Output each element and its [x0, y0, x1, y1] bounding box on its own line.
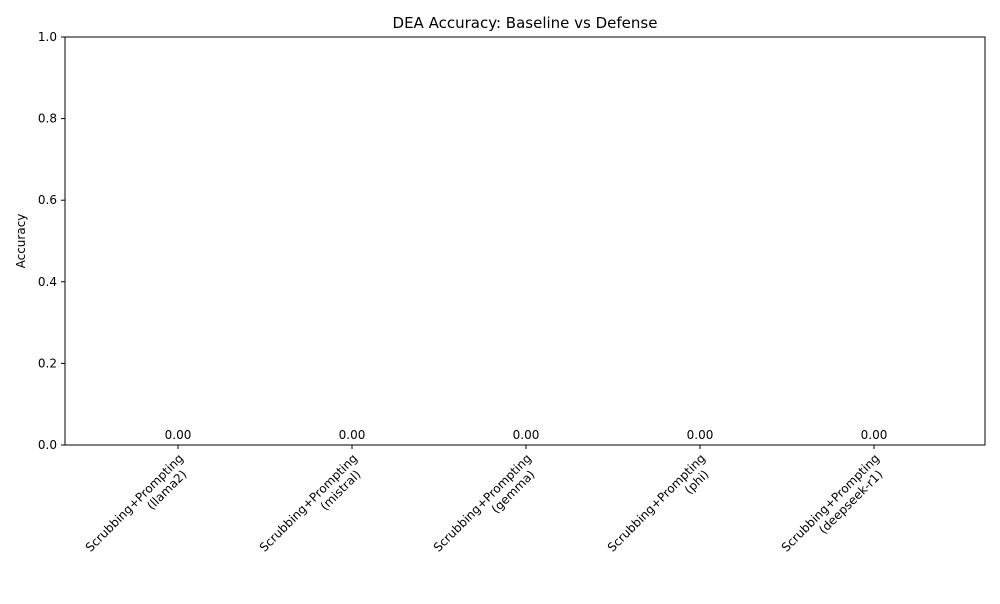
- y-tick-label: 0.6: [38, 193, 57, 207]
- x-tick-label-line: Scrubbing+Prompting: [779, 451, 882, 554]
- data-label: 0.00: [687, 428, 714, 442]
- y-tick-label: 1.0: [38, 30, 57, 44]
- x-tick-label: Scrubbing+Prompting(llama2): [83, 451, 196, 564]
- x-tick-label-line: Scrubbing+Prompting: [257, 451, 360, 554]
- y-tick-label: 0.0: [38, 438, 57, 452]
- plot-frame: [64, 36, 986, 446]
- x-tick-label-line: Scrubbing+Prompting: [605, 451, 708, 554]
- data-label: 0.00: [513, 428, 540, 442]
- data-label: 0.00: [861, 428, 888, 442]
- chart-title: DEA Accuracy: Baseline vs Defense: [393, 14, 658, 32]
- y-tick-label: 0.8: [38, 112, 57, 126]
- x-tick-label-line: Scrubbing+Prompting: [83, 451, 186, 554]
- y-tick-label: 0.4: [38, 275, 57, 289]
- x-tick-label: Scrubbing+Prompting(deepseek-r1): [779, 451, 892, 564]
- x-tick-label: Scrubbing+Prompting(gemma): [431, 451, 544, 564]
- y-axis-label: Accuracy: [14, 214, 28, 269]
- y-tick-label: 0.2: [38, 356, 57, 370]
- data-label: 0.00: [339, 428, 366, 442]
- x-tick-label-line: Scrubbing+Prompting: [431, 451, 534, 554]
- data-label: 0.00: [165, 428, 192, 442]
- x-tick-label: Scrubbing+Prompting(phi): [605, 451, 718, 564]
- x-tick-label: Scrubbing+Prompting(mistral): [257, 451, 370, 564]
